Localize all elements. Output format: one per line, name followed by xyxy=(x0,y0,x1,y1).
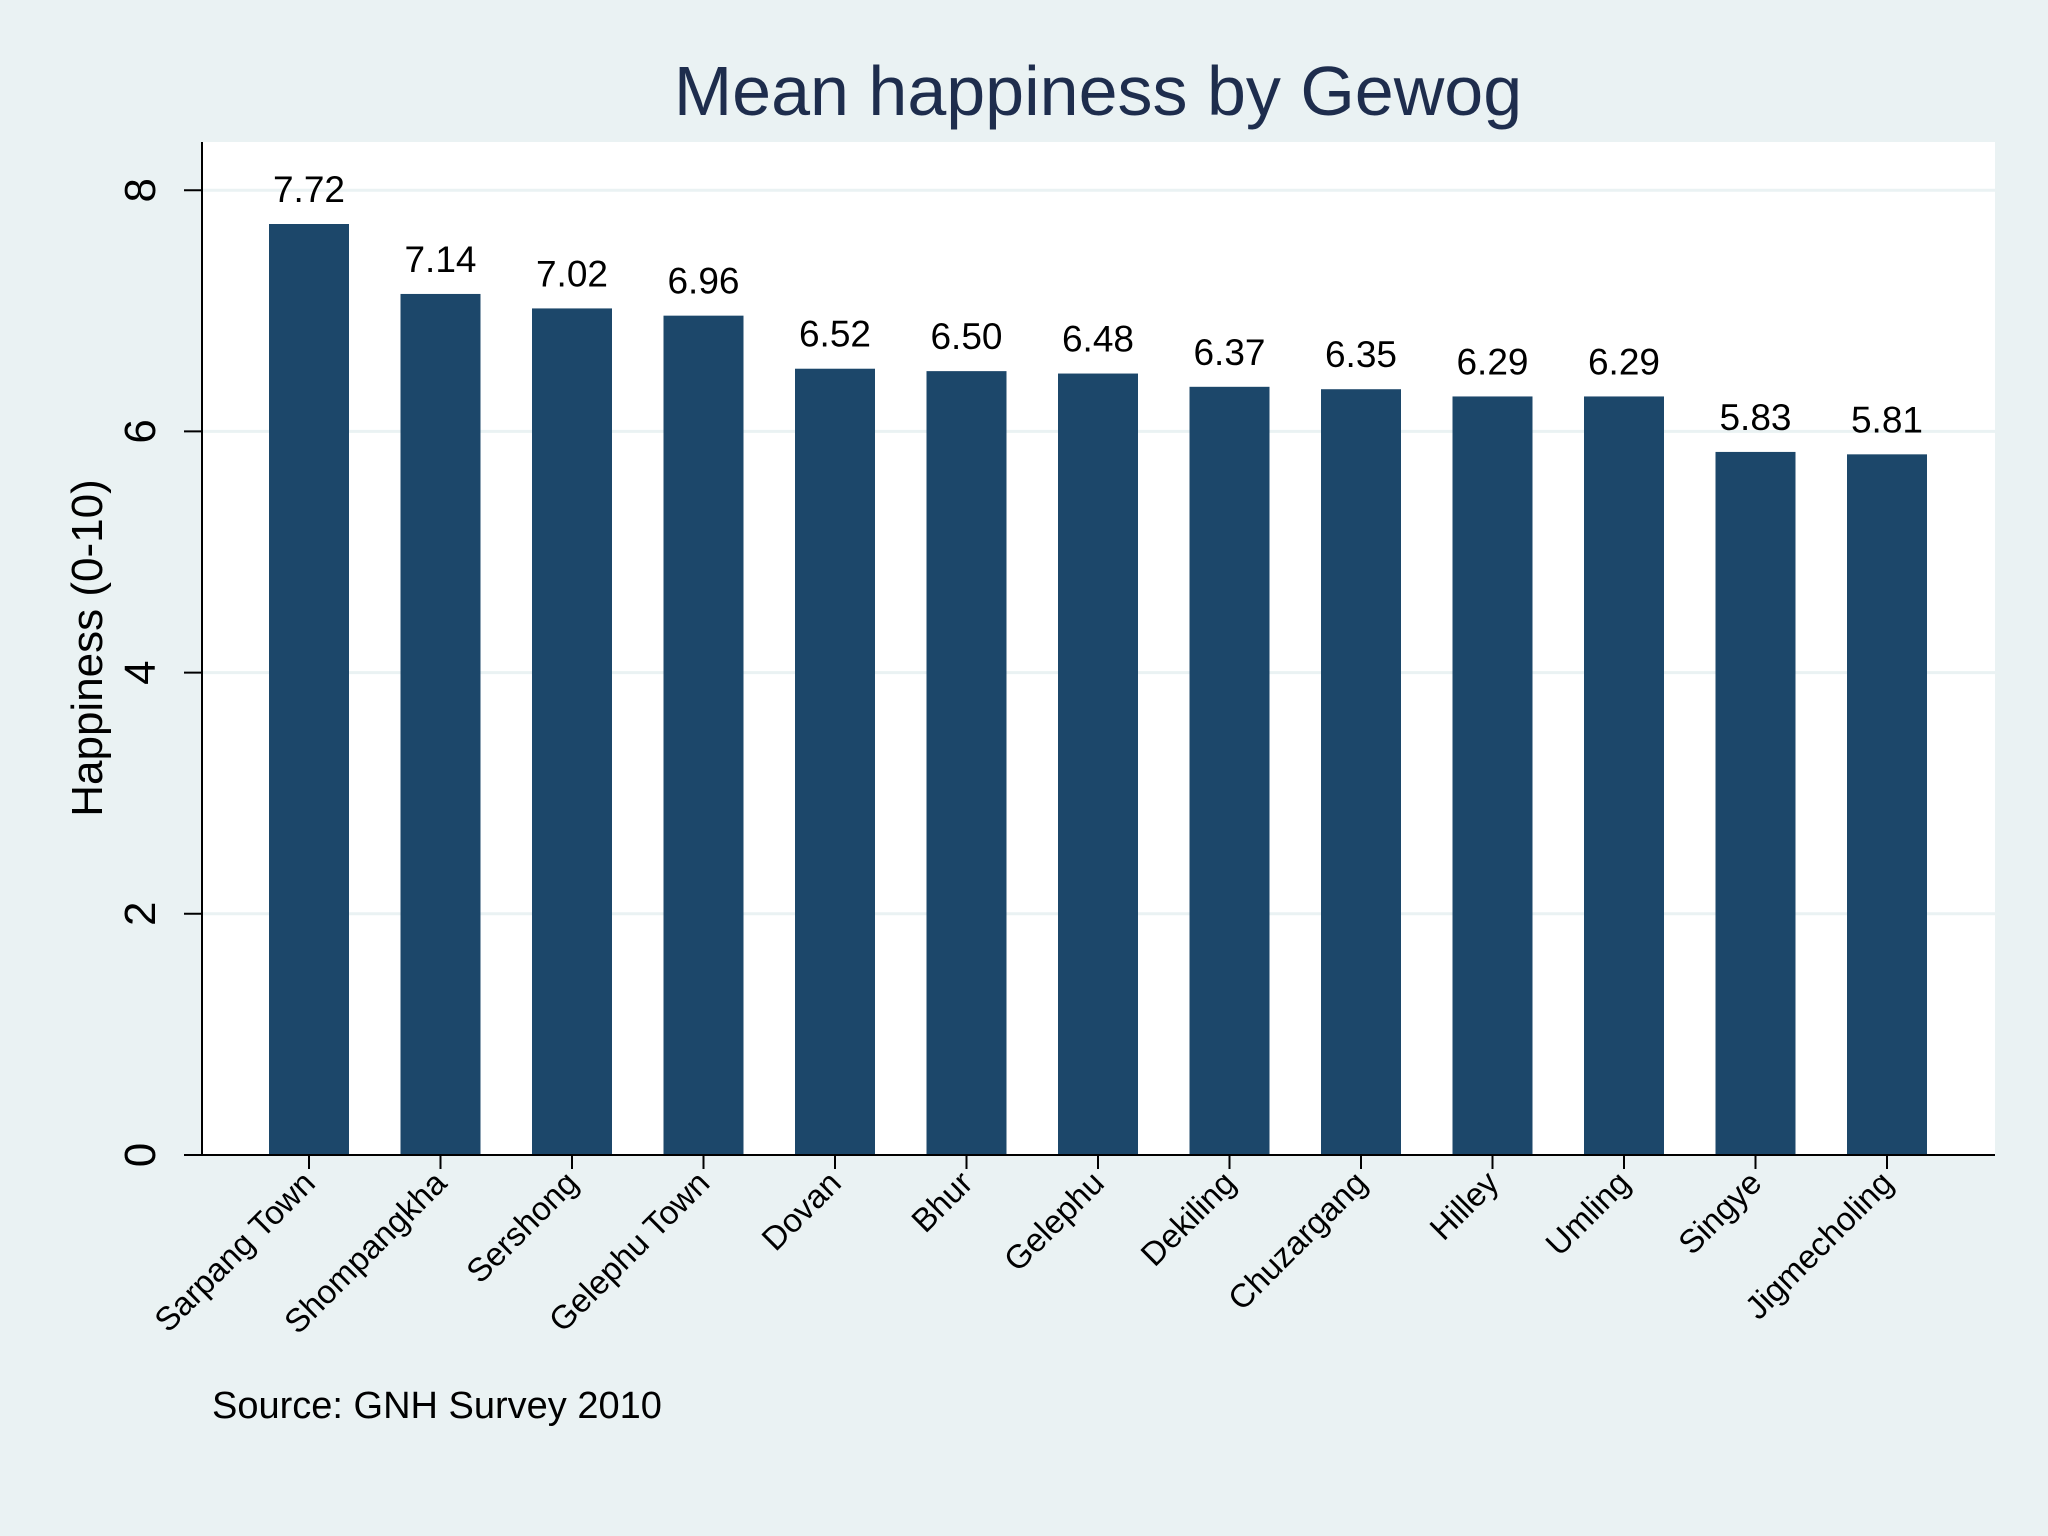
value-labels: 7.72 7.14 7.02 6.96 6.52 6.50 6.48 6.37 6.35 6.29… xyxy=(273,169,1923,440)
value-label-12: 5.81 xyxy=(1851,399,1923,440)
value-label-6: 6.48 xyxy=(1062,319,1134,360)
bar-6 xyxy=(1058,373,1138,1155)
bar-4 xyxy=(795,368,875,1155)
source-note: Source: GNH Survey 2010 xyxy=(212,1385,662,1427)
bar-10 xyxy=(1584,396,1664,1156)
bar-8 xyxy=(1321,389,1401,1156)
value-label-4: 6.52 xyxy=(799,314,871,355)
y-tick-label-2: 2 xyxy=(116,902,165,926)
value-label-11: 5.83 xyxy=(1719,397,1791,438)
bar-7 xyxy=(1189,386,1270,1155)
bar-2 xyxy=(532,308,612,1156)
y-tick-label-8: 8 xyxy=(116,178,165,202)
bar-9 xyxy=(1452,396,1533,1156)
value-label-0: 7.72 xyxy=(273,169,345,210)
y-ticks: 0 2 4 6 8 xyxy=(116,178,202,1167)
bar-5 xyxy=(926,371,1007,1155)
value-label-5: 6.50 xyxy=(930,316,1002,357)
value-label-1: 7.14 xyxy=(404,239,476,280)
y-axis-label: Happiness (0-10) xyxy=(63,479,112,817)
value-label-9: 6.29 xyxy=(1456,341,1528,382)
bar-0 xyxy=(269,224,349,1155)
chart-title: Mean happiness by Gewog xyxy=(674,52,1522,130)
value-label-10: 6.29 xyxy=(1588,341,1660,382)
y-tick-label-0: 0 xyxy=(116,1143,165,1167)
bar-3 xyxy=(663,315,744,1156)
y-tick-label-4: 4 xyxy=(116,660,165,684)
bar-12 xyxy=(1847,454,1927,1155)
value-label-7: 6.37 xyxy=(1193,332,1265,373)
y-tick-label-6: 6 xyxy=(116,419,165,443)
value-label-3: 6.96 xyxy=(667,261,739,302)
value-label-2: 7.02 xyxy=(536,253,608,294)
bars xyxy=(269,224,1927,1156)
value-label-8: 6.35 xyxy=(1325,334,1397,375)
bar-1 xyxy=(400,293,481,1155)
bar-11 xyxy=(1715,451,1796,1155)
